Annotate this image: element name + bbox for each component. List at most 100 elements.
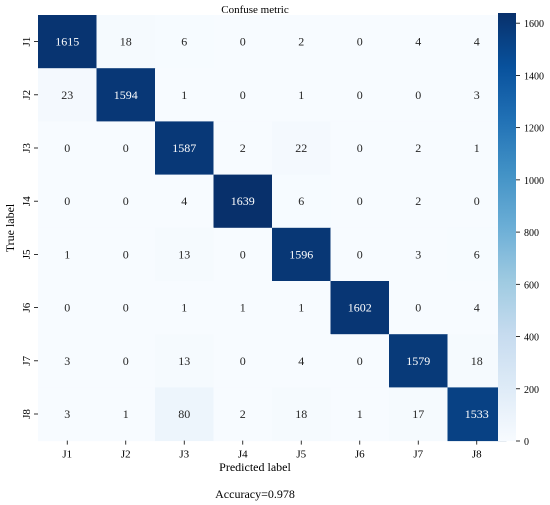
cell-value-label: 6 — [298, 194, 304, 208]
heatmap-cell — [96, 15, 156, 69]
heatmap-cell — [330, 334, 390, 388]
heatmap-cell — [96, 68, 156, 122]
heatmap-cell — [330, 174, 390, 229]
heatmap-cell — [96, 227, 156, 282]
heatmap-cell — [330, 227, 390, 282]
heatmap-cell — [389, 281, 448, 335]
colorbar-tick-label: 0 — [524, 437, 529, 448]
cell-value-label: 0 — [64, 141, 70, 155]
accuracy-footer: Accuracy=0.978 — [215, 487, 295, 501]
heatmap-cell — [213, 174, 273, 229]
heatmap-cell — [38, 15, 97, 69]
cell-value-label: 4 — [298, 354, 304, 368]
heatmap-cell — [389, 387, 448, 442]
heatmap-cell — [213, 68, 273, 122]
heatmap-cell — [272, 334, 331, 388]
heatmap-cell — [38, 121, 97, 176]
heatmap-cell — [447, 121, 507, 176]
heatmap-cell — [272, 68, 331, 122]
heatmap-cell — [447, 334, 507, 388]
heatmap-cell — [38, 68, 97, 122]
heatmap-cell — [96, 334, 156, 388]
y-tick-labels: J1 J2 J3 J4 J5 J6 J7 J8 — [21, 37, 38, 419]
heatmap-cell — [155, 174, 214, 229]
heatmap-cell — [330, 68, 390, 122]
heatmap-cell — [330, 281, 390, 335]
cell-value-label: 1 — [298, 301, 304, 315]
cell-value-label: 3 — [64, 407, 70, 421]
colorbar-tick-label: 400 — [524, 333, 539, 344]
cell-value-label: 0 — [415, 88, 421, 102]
heatmap-cell — [38, 174, 97, 229]
heatmap-cell — [389, 334, 448, 388]
heatmap-cell — [213, 334, 273, 388]
cell-value-label: 2 — [298, 35, 304, 49]
x-tick-label: J7 — [413, 449, 423, 461]
cell-value-label: 1615 — [55, 35, 79, 49]
cell-value-label: 3 — [64, 354, 70, 368]
heatmap-cell — [389, 68, 448, 122]
cell-value-label: 1 — [240, 301, 246, 315]
heatmap-cell — [155, 334, 214, 388]
heatmap-cell — [272, 281, 331, 335]
cell-value-label: 6 — [474, 247, 480, 261]
cell-value-label: 18 — [471, 354, 483, 368]
cell-value-label: 1 — [181, 88, 187, 102]
cell-value-label: 1596 — [289, 247, 313, 261]
cell-value-label: 0 — [123, 194, 129, 208]
heatmap-cell — [389, 15, 448, 69]
x-axis-label: Predicted label — [219, 460, 291, 474]
heatmap-cell — [213, 281, 273, 335]
cell-value-label: 4 — [474, 301, 480, 315]
y-tick-label: J8 — [21, 409, 33, 419]
heatmap-cell — [213, 121, 273, 176]
cell-value-label: 0 — [357, 194, 363, 208]
heatmap-cell — [272, 15, 331, 69]
cell-value-label: 2 — [240, 141, 246, 155]
y-tick-label: J1 — [21, 37, 33, 47]
cell-value-label: 13 — [178, 354, 190, 368]
cell-value-label: 1 — [357, 407, 363, 421]
x-tick-label: J5 — [296, 449, 306, 461]
heatmap-cell — [96, 174, 156, 229]
cell-value-label: 0 — [240, 35, 246, 49]
heatmap-cell — [96, 281, 156, 335]
cell-value-label: 0 — [240, 247, 246, 261]
heatmap-cell — [447, 174, 507, 229]
cell-value-label: 22 — [295, 141, 307, 155]
colorbar-tick-label: 1600 — [524, 19, 544, 30]
cell-value-label: 2 — [240, 407, 246, 421]
cell-value-label: 18 — [295, 407, 307, 421]
heatmap-cell — [38, 227, 97, 282]
heatmap-cell — [155, 281, 214, 335]
cell-value-label: 23 — [61, 88, 73, 102]
heatmap-cell — [155, 387, 214, 442]
colorbar-tick-label: 200 — [524, 385, 539, 396]
y-tick-label: J7 — [21, 355, 33, 365]
cell-value-label: 1 — [474, 141, 480, 155]
cell-value-label: 80 — [178, 407, 190, 421]
cell-value-label: 0 — [357, 88, 363, 102]
cell-value-label: 18 — [120, 35, 132, 49]
heatmap-cells: 1615 18 6 0 2 0 4 423 1594 1 0 1 0 0 30 0 1587 2 22 0 2 10 0 4 1… — [38, 15, 507, 442]
x-tick-label: J4 — [238, 449, 248, 461]
cell-value-label: 1 — [181, 301, 187, 315]
cell-value-label: 0 — [123, 354, 129, 368]
cell-value-label: 0 — [123, 301, 129, 315]
heatmap-cell — [155, 227, 214, 282]
heatmap-cell — [389, 121, 448, 176]
cell-value-label: 6 — [181, 35, 187, 49]
heatmap-cell — [389, 174, 448, 229]
heatmap-cell — [447, 387, 507, 442]
x-tick-labels: J1 J2 J3 J4 J5 J6 J7 J8 — [62, 440, 482, 461]
cell-value-label: 0 — [357, 354, 363, 368]
cell-value-label: 0 — [357, 141, 363, 155]
heatmap-cell — [447, 281, 507, 335]
cell-value-label: 0 — [64, 194, 70, 208]
heatmap-cell — [213, 387, 273, 442]
y-tick-label: J3 — [21, 143, 33, 153]
heatmap-cell — [330, 15, 390, 69]
colorbar-tick-label: 1400 — [524, 71, 544, 82]
cell-value-label: 0 — [123, 247, 129, 261]
